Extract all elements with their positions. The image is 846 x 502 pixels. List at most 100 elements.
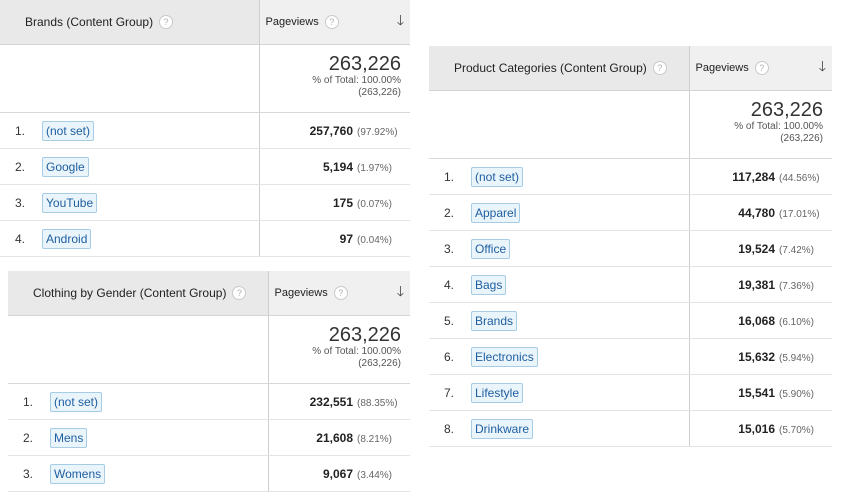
totals-dim-cell — [8, 315, 268, 384]
table-row: 2. Apparel 44,780 (17.01%) — [429, 194, 832, 231]
table-row: 2. Mens 21,608 (8.21%) — [8, 419, 410, 456]
total-percent: % of Total: 100.00% — [312, 346, 401, 357]
total-absolute: (263,226) — [358, 87, 401, 98]
pageviews-value: 15,016 — [738, 421, 775, 436]
help-icon[interactable]: ? — [232, 286, 247, 301]
pageviews-percent: (88.35%) — [357, 397, 398, 409]
pageviews-percent: (8.21%) — [357, 433, 393, 445]
table-row: 4. Bags 19,381 (7.36%) — [429, 266, 832, 303]
row-number: 4. — [444, 277, 455, 292]
pageviews-percent: (44.56%) — [779, 172, 820, 184]
dimension-value-link[interactable]: (not set) — [471, 166, 524, 187]
total-value: 263,226 — [328, 324, 401, 346]
row-number: 1. — [15, 123, 26, 138]
sort-descending-arrow-icon[interactable]: 🡓 — [396, 12, 404, 28]
metric-header-label: Pageviews — [265, 15, 319, 28]
table-row: 3. YouTube 175 (0.07%) — [0, 184, 410, 221]
pageviews-value: 19,381 — [738, 277, 775, 292]
pageviews-value: 5,194 — [322, 159, 353, 174]
pageviews-value: 117,284 — [732, 169, 775, 184]
dimension-value-link[interactable]: YouTube — [42, 192, 98, 213]
pageviews-percent: (5.94%) — [779, 352, 815, 364]
dimension-header[interactable]: Brands (Content Group)? — [0, 0, 259, 45]
total-value: 263,226 — [750, 99, 823, 121]
pageviews-column-header[interactable]: Pageviews? 🡓 — [688, 46, 832, 91]
row-number: 5. — [444, 313, 455, 328]
dimension-value-link[interactable]: Apparel — [471, 202, 521, 223]
row-number: 2. — [444, 205, 455, 220]
dimension-value-link[interactable]: Lifestyle — [471, 382, 524, 403]
pageviews-column-header[interactable]: Pageviews? 🡓 — [258, 0, 410, 45]
table-row: 1. (not set) 257,760 (97.92%) — [0, 112, 410, 149]
dimension-value-link[interactable]: (not set) — [42, 120, 95, 141]
help-icon[interactable]: ? — [159, 15, 174, 30]
row-number: 1. — [444, 169, 455, 184]
clothing-by-gender-table: Clothing by Gender (Content Group)? Page… — [8, 271, 410, 492]
table-row: 2. Google 5,194 (1.97%) — [0, 148, 410, 185]
sort-descending-arrow-icon[interactable]: 🡓 — [396, 283, 404, 299]
pageviews-value: 232,551 — [309, 394, 353, 409]
table-header: Product Categories (Content Group)? Page… — [429, 46, 832, 91]
dimension-value-link[interactable]: Google — [42, 156, 89, 177]
table-row: 1. (not set) 232,551 (88.35%) — [8, 383, 410, 420]
pageviews-percent: (97.92%) — [357, 126, 398, 138]
pageviews-column-header[interactable]: Pageviews? 🡓 — [267, 271, 410, 316]
dimension-value-link[interactable]: Brands — [471, 310, 518, 331]
pageviews-percent: (17.01%) — [779, 208, 820, 220]
dimension-value-link[interactable]: Android — [42, 228, 92, 249]
metric-header-label: Pageviews — [274, 286, 328, 299]
row-number: 3. — [23, 466, 34, 481]
pageviews-value: 15,632 — [738, 349, 775, 364]
totals-metric-cell: 263,226 % of Total: 100.00% (263,226) — [267, 315, 410, 384]
row-number: 4. — [15, 231, 26, 246]
help-icon[interactable]: ? — [754, 61, 769, 75]
pageviews-percent: (1.97%) — [357, 162, 393, 174]
row-number: 2. — [23, 430, 34, 445]
help-icon[interactable]: ? — [652, 61, 667, 76]
pageviews-percent: (5.90%) — [779, 388, 815, 400]
pageviews-percent: (6.10%) — [779, 316, 815, 328]
dimension-value-link[interactable]: Office — [471, 238, 511, 259]
product-categories-table: Product Categories (Content Group)? Page… — [429, 46, 832, 447]
total-percent: % of Total: 100.00% — [734, 121, 823, 132]
total-percent: % of Total: 100.00% — [312, 75, 401, 86]
totals-metric-cell: 263,226 % of Total: 100.00% (263,226) — [688, 90, 832, 159]
table-row: 6. Electronics 15,632 (5.94%) — [429, 338, 832, 375]
help-icon[interactable]: ? — [324, 15, 339, 29]
pageviews-value: 9,067 — [322, 466, 353, 481]
dimension-value-link[interactable]: Bags — [471, 274, 507, 295]
dimension-value-link[interactable]: (not set) — [50, 391, 103, 412]
row-number: 7. — [444, 385, 455, 400]
dimension-value-link[interactable]: Electronics — [471, 346, 538, 367]
table-row: 8. Drinkware 15,016 (5.70%) — [429, 410, 832, 447]
table-row: 5. Brands 16,068 (6.10%) — [429, 302, 832, 339]
metric-header-label: Pageviews — [695, 61, 749, 74]
dimension-header[interactable]: Product Categories (Content Group)? — [429, 46, 689, 91]
brands-table: Brands (Content Group)? Pageviews? 🡓 263,… — [0, 0, 410, 257]
row-number: 8. — [444, 421, 455, 436]
totals-dim-cell — [429, 90, 689, 159]
help-icon[interactable]: ? — [333, 286, 348, 300]
totals-row: 263,226 % of Total: 100.00% (263,226) — [8, 315, 410, 384]
sort-descending-arrow-icon[interactable]: 🡓 — [818, 58, 826, 74]
table-row: 7. Lifestyle 15,541 (5.90%) — [429, 374, 832, 411]
total-absolute: (263,226) — [358, 358, 401, 369]
row-number: 3. — [444, 241, 455, 256]
dimension-value-link[interactable]: Mens — [50, 427, 88, 448]
dimension-header-label: Product Categories (Content Group) — [454, 60, 647, 75]
pageviews-percent: (5.70%) — [779, 424, 815, 436]
row-number: 6. — [444, 349, 455, 364]
row-number: 1. — [23, 394, 34, 409]
pageviews-value: 16,068 — [738, 313, 775, 328]
dimension-header-label: Clothing by Gender (Content Group) — [33, 285, 227, 300]
totals-metric-cell: 263,226 % of Total: 100.00% (263,226) — [258, 44, 410, 113]
pageviews-percent: (0.04%) — [357, 234, 393, 246]
row-number: 3. — [15, 195, 26, 210]
dimension-header[interactable]: Clothing by Gender (Content Group)? — [8, 271, 268, 316]
pageviews-percent: (3.44%) — [357, 469, 393, 481]
pageviews-value: 21,608 — [316, 430, 353, 445]
dimension-value-link[interactable]: Drinkware — [471, 418, 534, 439]
dimension-value-link[interactable]: Womens — [50, 463, 106, 484]
table-row: 1. (not set) 117,284 (44.56%) — [429, 158, 832, 195]
pageviews-value: 44,780 — [738, 205, 775, 220]
